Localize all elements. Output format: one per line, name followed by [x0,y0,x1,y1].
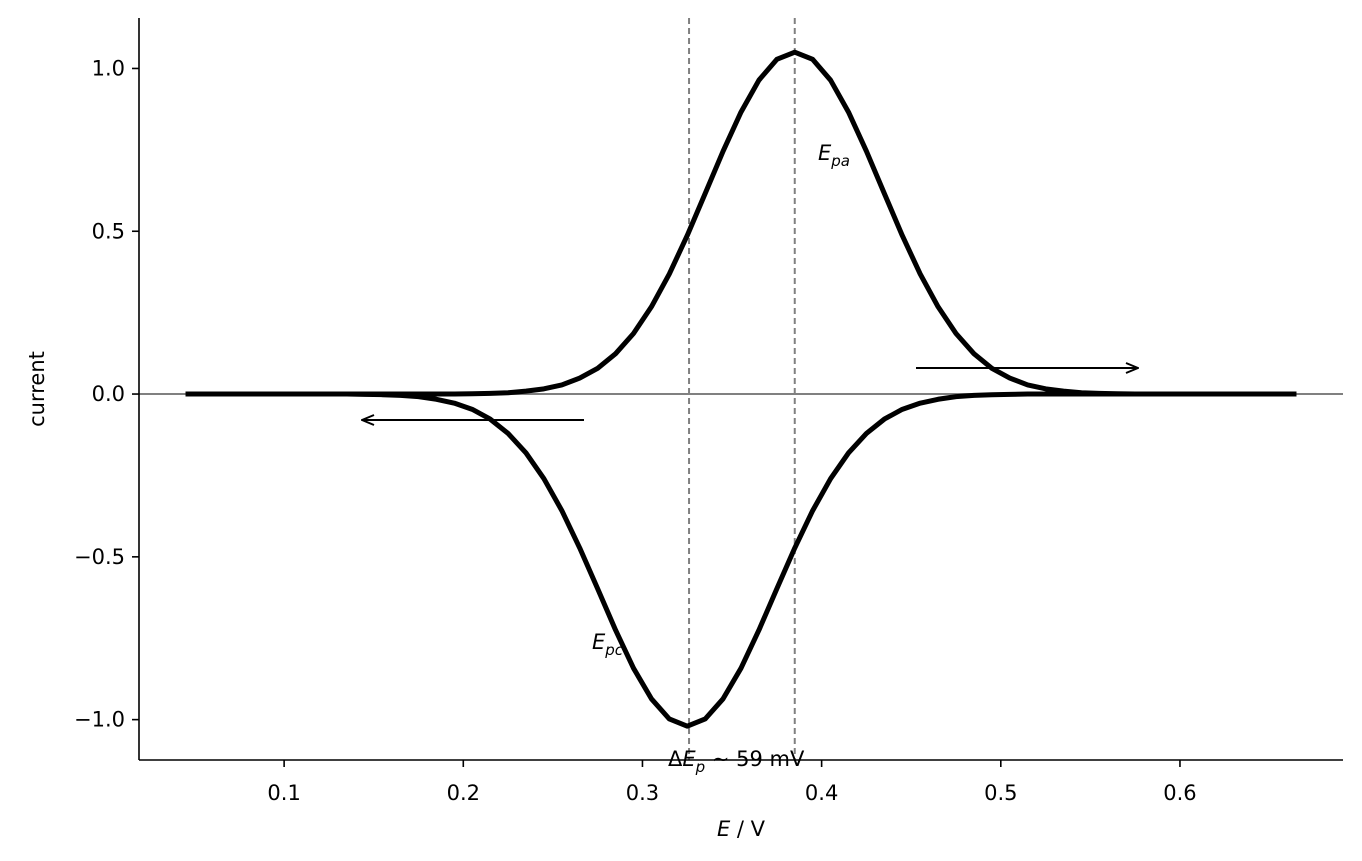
annotation-sub: pa [830,152,850,170]
y-tick-label: 1.0 [92,56,125,80]
y-tick-label: 0.0 [92,382,125,406]
line-series [185,391,1297,729]
x-tick-label: 0.1 [267,781,300,805]
x-tick-label: 0.5 [984,781,1017,805]
annotation-sub: pc [604,641,624,659]
x-axis-label: E / V [717,817,766,841]
y-tick-label: −0.5 [74,545,125,569]
annotation-prefix: Δ [668,747,683,771]
x-axis-label-suffix: / V [730,817,765,841]
annotation-sub: p [695,758,706,776]
x-tick-label: 0.6 [1163,781,1196,805]
annotation-text: E [682,747,696,771]
x-axis-label-text: E [717,817,731,841]
x-tick-label: 0.3 [626,781,659,805]
annotation: Epa [818,141,850,170]
line-series [185,49,1297,397]
y-tick-label: −1.0 [74,708,125,732]
annotation-suffix: ~ 59 mV [705,747,805,771]
x-tick-label: 0.2 [447,781,480,805]
annotation-text: E [592,630,606,654]
y-axis-label: current [25,351,49,427]
annotation: Epc [592,630,624,659]
y-tick-label: 0.5 [92,219,125,243]
annotation-text: E [818,141,832,165]
x-tick-label: 0.4 [805,781,838,805]
annotation: ΔEp ~ 59 mV [668,747,805,776]
